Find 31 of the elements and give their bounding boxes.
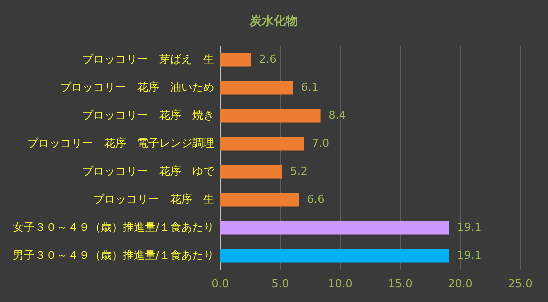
data-label: 5.2: [290, 165, 308, 178]
chart-title: 炭水化物: [249, 14, 298, 28]
data-label: 19.1: [457, 221, 482, 234]
y-tick-label: ブロッコリー 花序 焼き: [82, 109, 214, 122]
x-tick-label: 20.0: [448, 278, 473, 290]
bar: [220, 249, 450, 263]
data-label: 19.1: [457, 249, 482, 262]
x-tick-label: 25.0: [508, 278, 533, 290]
data-label: 6.1: [301, 81, 319, 94]
y-tick-label: ブロッコリー 花序 生: [94, 193, 214, 206]
bar: [220, 109, 321, 123]
y-tick-label: ブロッコリー 芽ばえ 生: [82, 53, 214, 66]
x-tick-label: 15.0: [388, 278, 413, 290]
y-tick-label: 女子３０～４９（歳）推進量/１食あたり: [12, 221, 214, 234]
y-tick-label: 男子３０～４９（歳）推進量/１食あたり: [12, 249, 214, 262]
x-tick-label: 5.0: [272, 278, 290, 290]
x-tick-label: 10.0: [328, 278, 353, 290]
bar: [220, 221, 450, 235]
bar: [220, 53, 252, 67]
bar: [220, 137, 304, 151]
y-tick-label: ブロッコリー 花序 油いため: [60, 81, 214, 94]
y-tick-label: ブロッコリー 花序 ゆで: [82, 165, 216, 178]
bar: [220, 193, 300, 207]
data-label: 7.0: [312, 137, 330, 150]
bar: [220, 165, 282, 179]
data-label: 2.6: [259, 53, 277, 66]
x-tick-label: 0.0: [212, 278, 230, 290]
y-tick-label: ブロッコリー 花序 電子レンジ調理: [28, 137, 214, 150]
bar: [220, 81, 294, 95]
data-label: 8.4: [328, 109, 346, 122]
data-label: 6.6: [307, 193, 325, 206]
